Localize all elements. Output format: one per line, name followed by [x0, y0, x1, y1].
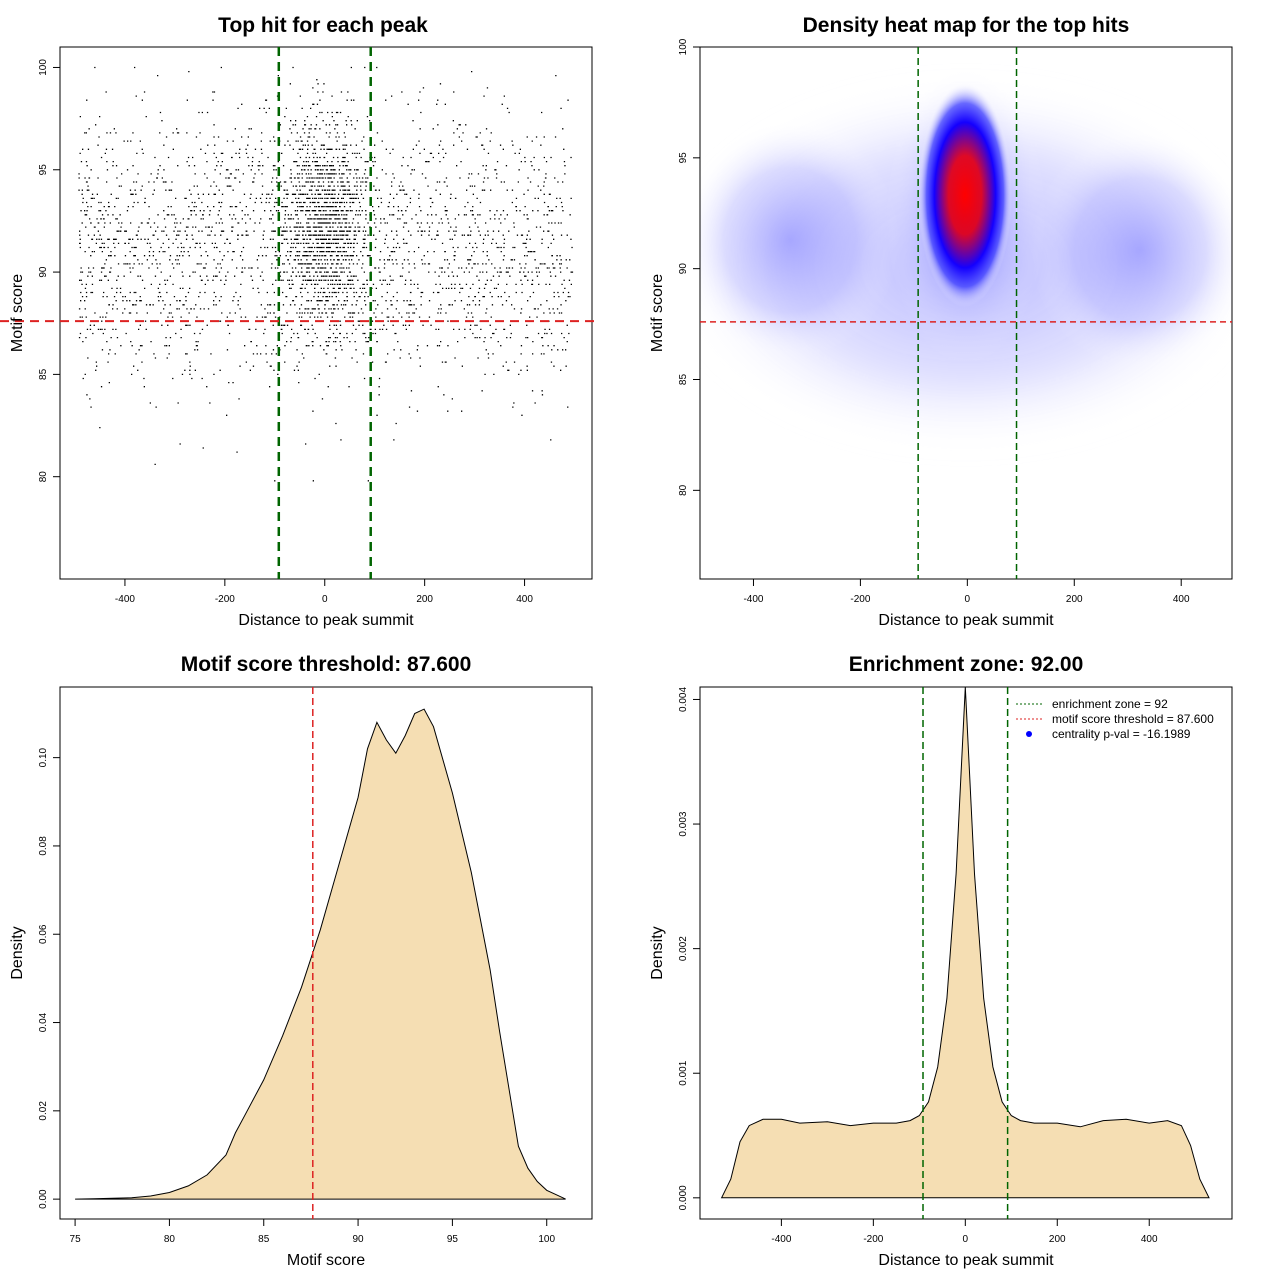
y-tick-label: 0.002	[678, 936, 689, 961]
panel-scatter-reference-lines	[0, 47, 600, 579]
y-tick-label: 85	[678, 374, 689, 386]
x-tick-label: -200	[863, 1234, 883, 1245]
x-tick-label: -200	[215, 594, 235, 605]
panel-scatter-title: Top hit for each peak	[218, 14, 428, 37]
x-tick-label: 85	[258, 1234, 270, 1245]
panel-distance-density-title: Enrichment zone: 92.00	[849, 653, 1084, 676]
panel-heatmap-xlabel: Distance to peak summit	[878, 612, 1054, 629]
legend: enrichment zone = 92 motif score thresho…	[1016, 697, 1214, 741]
panel-distance-density-reference-lines	[922, 687, 1009, 1219]
panel-scatter-ticks: -400 -200 0 200 400 80 85 90 95 100	[38, 59, 533, 605]
scatter-point-cloud	[78, 66, 574, 482]
heatmap-right-haze	[1030, 130, 1232, 370]
y-tick-label: 0.04	[38, 1012, 49, 1032]
x-tick-label: 200	[416, 594, 433, 605]
panel-scatter-xlabel: Distance to peak summit	[238, 612, 414, 629]
x-tick-label: 80	[164, 1234, 176, 1245]
y-tick-label: 0.00	[38, 1189, 49, 1209]
panel-distance-density-ticks: -400 -200 0 200 400 0.000 0.001 0.002 0.003 0.004	[678, 687, 1158, 1245]
x-tick-label: 90	[353, 1234, 365, 1245]
panel-heatmap-ticks: -400 -200 0 200 400 80 85 90 95 100	[678, 38, 1190, 605]
x-tick-label: 0	[963, 1234, 969, 1245]
x-tick-label: 200	[1066, 594, 1083, 605]
panel-score-density-ticks: 75 80 85 90 95 100 0.00 0.02 0.04 0.06 0.08 0.10	[38, 747, 556, 1245]
panel-heatmap-ylabel: Motif score	[649, 274, 666, 352]
y-tick-label: 90	[678, 263, 689, 275]
x-tick-label: 400	[1173, 594, 1190, 605]
distance-density-curve	[720, 686, 1210, 1199]
x-tick-label: 75	[70, 1234, 82, 1245]
y-tick-label: 90	[38, 266, 49, 278]
panel-distance-density-xlabel: Distance to peak summit	[878, 1252, 1054, 1269]
legend-zone-label: enrichment zone = 92	[1052, 697, 1168, 711]
y-tick-label: 0.06	[38, 924, 49, 944]
x-tick-label: 200	[1049, 1234, 1066, 1245]
panel-heatmap: Density heat map for the top hits -400 -2…	[649, 14, 1233, 629]
y-tick-label: 0.001	[678, 1060, 689, 1085]
panel-score-density: Motif score threshold: 87.600 75 80 85 90 95…	[9, 653, 593, 1269]
heatmap-hotspot	[918, 83, 1012, 307]
y-tick-label: 95	[38, 164, 49, 176]
x-tick-label: 95	[447, 1234, 459, 1245]
panel-score-density-xlabel: Motif score	[287, 1252, 365, 1269]
y-tick-label: 0.000	[678, 1185, 689, 1210]
panel-score-density-ylabel: Density	[9, 926, 26, 979]
panel-scatter-ylabel: Motif score	[9, 274, 26, 352]
legend-pval-swatch	[1026, 731, 1032, 737]
y-tick-label: 85	[38, 368, 49, 380]
scatter-points	[78, 66, 574, 482]
x-tick-label: 0	[965, 594, 971, 605]
legend-pval-label: centrality p-val = -16.1989	[1052, 727, 1191, 741]
x-tick-label: 400	[516, 594, 533, 605]
x-tick-label: 100	[538, 1234, 555, 1245]
y-tick-label: 0.02	[38, 1101, 49, 1121]
panel-heatmap-reference-lines	[700, 47, 1232, 579]
panel-distance-density-ylabel: Density	[649, 926, 666, 979]
y-tick-label: 0.08	[38, 836, 49, 856]
x-tick-label: -400	[115, 594, 135, 605]
panel-distance-density: Enrichment zone: 92.00 -400 -200 0 200 400 0.…	[649, 653, 1233, 1269]
x-tick-label: 400	[1141, 1234, 1158, 1245]
x-tick-label: -400	[771, 1234, 791, 1245]
x-tick-label: -200	[850, 594, 870, 605]
y-tick-label: 0.10	[38, 747, 49, 767]
y-tick-label: 100	[38, 59, 49, 76]
panel-scatter: Top hit for each peak -400 -200 0 200 400 80 8…	[0, 14, 600, 629]
panel-heatmap-title: Density heat map for the top hits	[803, 14, 1130, 37]
panel-score-density-title: Motif score threshold: 87.600	[181, 653, 472, 676]
y-tick-label: 95	[678, 152, 689, 164]
heatmap-density-layer	[700, 47, 1232, 579]
legend-threshold-label: motif score threshold = 87.600	[1052, 712, 1214, 726]
score-density-curve	[75, 708, 566, 1200]
y-tick-label: 100	[678, 38, 689, 55]
heatmap-left-haze	[700, 120, 900, 360]
y-tick-label: 80	[38, 471, 49, 483]
x-tick-label: 0	[322, 594, 328, 605]
y-tick-label: 0.003	[678, 811, 689, 836]
x-tick-label: -400	[743, 594, 763, 605]
y-tick-label: 80	[678, 484, 689, 496]
y-tick-label: 0.004	[678, 687, 689, 712]
